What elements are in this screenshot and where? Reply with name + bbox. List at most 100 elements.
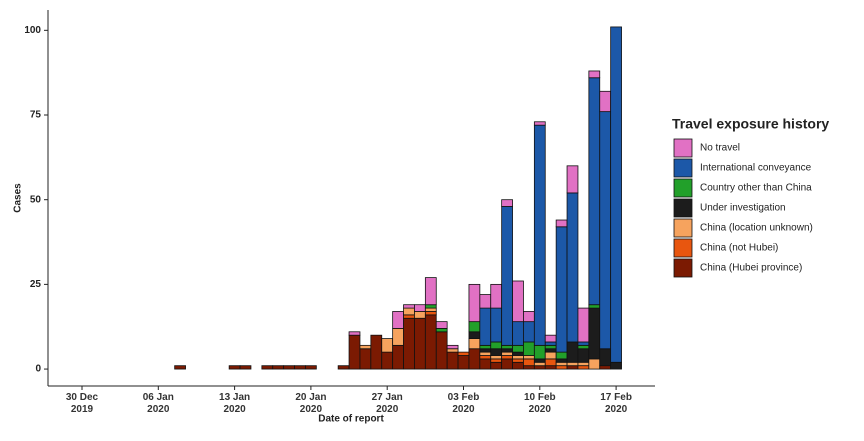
x-tick-label: 20 Jan 2020 (295, 392, 327, 415)
bar-segment (468, 283, 481, 323)
bar-segment (501, 199, 513, 207)
bar-segment (555, 351, 568, 360)
bar-segment (512, 280, 524, 323)
bar-segment (424, 314, 437, 370)
bar-segment (544, 334, 557, 343)
bar-segment (348, 334, 361, 370)
bar-segment (305, 365, 317, 370)
bar-segment (337, 365, 350, 370)
bar-segment (588, 358, 601, 370)
legend-swatch (673, 198, 693, 218)
bar-segment (512, 344, 524, 353)
bar-segment (588, 307, 601, 360)
legend-label: Country other than China (700, 183, 812, 194)
bar-segment (577, 344, 590, 350)
bar-segment (544, 344, 557, 350)
bar-segment (523, 311, 535, 323)
bar-segment (599, 111, 612, 350)
bar-segment (588, 304, 601, 309)
bar-segment (610, 26, 622, 363)
bar-segment (555, 358, 568, 363)
legend-label: Under investigation (700, 203, 786, 214)
y-tick-label: 0 (35, 364, 41, 375)
bar-segment (283, 365, 295, 370)
bar-segment (414, 317, 426, 370)
bar-segment (424, 307, 437, 312)
bar-segment (577, 361, 590, 367)
bar-segment (523, 365, 535, 370)
bar-segment (468, 331, 481, 339)
bar-segment (577, 341, 590, 346)
bar-segment (588, 77, 601, 306)
bar-segment (512, 358, 524, 363)
bar-segment (490, 307, 503, 343)
bar-segment (479, 307, 492, 346)
bar-segment (566, 365, 579, 370)
bar-segment (479, 358, 492, 370)
bar-segment (490, 341, 503, 350)
bar-segment (490, 355, 503, 360)
x-tick-label: 13 Jan 2020 (219, 392, 251, 415)
bar-segment (501, 355, 513, 360)
bar-segment (348, 331, 361, 336)
bar-segment (566, 361, 579, 367)
bar-segment (381, 351, 394, 370)
bar-segment (566, 192, 579, 343)
bar-segment (544, 351, 557, 360)
bar-segment (523, 341, 535, 356)
bar-segment (272, 365, 285, 370)
legend-label: International conveyance (700, 163, 812, 174)
bar-segment (610, 361, 622, 370)
bar-segment (359, 348, 372, 370)
bar-segment (468, 321, 481, 333)
bar-segment (523, 321, 535, 343)
bar-segment (424, 304, 437, 309)
bar-segment (555, 365, 568, 370)
bar-segment (414, 311, 426, 319)
bar-segment (490, 361, 503, 370)
bar-segment (479, 351, 492, 356)
legend-swatch (673, 138, 693, 158)
bar-segment (512, 351, 524, 356)
bar-segment (424, 311, 437, 316)
bar-segment (577, 348, 590, 363)
bar-segment (174, 365, 186, 370)
bar-segment (533, 121, 546, 126)
bar-segment (555, 219, 568, 228)
bar-segment (599, 90, 612, 113)
bar-segment (435, 328, 448, 333)
bar-segment (479, 355, 492, 360)
y-tick-label: 50 (30, 194, 42, 205)
bar-segment (533, 365, 546, 370)
bar-segment (392, 328, 404, 346)
bar-segment (544, 341, 557, 346)
bar-segment (239, 365, 252, 370)
x-tick-label: 03 Feb 2020 (447, 392, 480, 415)
bar-segment (512, 321, 524, 346)
legend-label: No travel (700, 143, 740, 154)
bar-segment (490, 283, 503, 309)
bar-segment (599, 348, 612, 367)
bar-segment (468, 338, 481, 350)
bar-segment (392, 344, 404, 370)
legend-title: Travel exposure history (672, 116, 829, 132)
x-tick-label: 30 Dec 2019 (65, 392, 99, 415)
bar-segment (533, 358, 546, 363)
y-tick-label: 75 (30, 110, 42, 121)
bar-segment (424, 277, 437, 306)
legend-label: China (location unknown) (700, 223, 813, 234)
bar-segment (446, 348, 459, 353)
bar-segment (490, 348, 503, 356)
bar-segment (228, 365, 241, 370)
legend-label: China (Hubei province) (700, 263, 802, 274)
bar-segment (566, 341, 579, 363)
bar-segment (544, 365, 557, 370)
bar-segment (555, 226, 568, 353)
bar-segment (370, 334, 383, 370)
bar-segment (457, 351, 470, 356)
bar-segment (468, 348, 481, 370)
bar-segment (566, 165, 579, 194)
bar-segment (544, 358, 557, 367)
